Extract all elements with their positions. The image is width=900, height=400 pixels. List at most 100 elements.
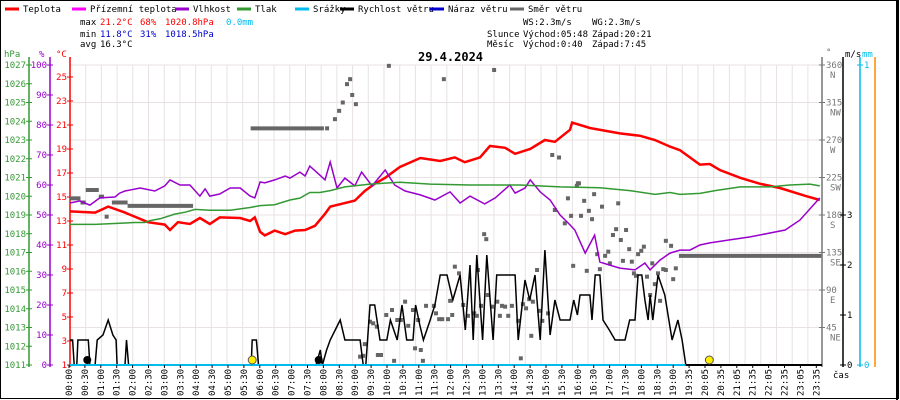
- wind-direction-point: [606, 249, 611, 254]
- wind-direction-point: [652, 282, 657, 287]
- wind-direction-point: [557, 155, 562, 160]
- hpa-tick-label: 1012: [4, 342, 26, 352]
- wind-direction-point: [634, 273, 639, 278]
- wind-direction-point: [597, 267, 602, 272]
- wind-direction-point: [492, 68, 497, 72]
- hpa-tick-label: 1018: [4, 230, 26, 240]
- time-tick-label: 12:00: [447, 369, 457, 396]
- wind-direction-point: [392, 358, 397, 363]
- ms-tick-label: 0: [847, 361, 852, 371]
- hpa-tick-label: 1027: [4, 61, 26, 71]
- wind-direction-point: [516, 318, 521, 323]
- wind-direction-point: [465, 313, 470, 318]
- moonrise-moon-icon: [83, 356, 92, 364]
- time-tick-label: 16:30: [590, 369, 600, 396]
- pct-tick-label: 100: [31, 61, 47, 71]
- stats-max-temp: 21.2°C: [100, 18, 133, 28]
- compass-label: W: [830, 146, 836, 156]
- wind-direction-point: [332, 117, 337, 122]
- wind-direction-point: [386, 63, 391, 68]
- stats-min-label: min: [80, 30, 96, 40]
- hpa-tick-label: 1022: [4, 155, 26, 165]
- series-rychlost-v-tru: [70, 249, 822, 366]
- hpa-tick-label: 1016: [4, 267, 26, 277]
- wind-direction-point: [614, 227, 619, 232]
- sunset-sun-icon: [704, 355, 714, 365]
- wind-direction-point: [340, 100, 345, 105]
- time-tick-label: 08:30: [335, 369, 345, 396]
- time-tick-label: 10:30: [399, 369, 409, 396]
- ms-axis-unit: m/s: [845, 50, 861, 60]
- temp-tick-label: 19: [56, 145, 67, 155]
- stats-avg-temp: 16.3°C: [100, 40, 133, 50]
- wind-direction-point: [584, 268, 589, 273]
- time-tick-label: 20:35: [717, 369, 727, 396]
- time-tick-label: 04:00: [192, 369, 202, 396]
- deg-tick-label: 90: [826, 286, 837, 296]
- wind-direction-point: [535, 268, 540, 272]
- wind-direction-point: [627, 247, 632, 252]
- series-teplota: [69, 121, 821, 237]
- sun-label: Slunce: [487, 30, 520, 40]
- time-tick-label: 17:30: [622, 369, 632, 396]
- wind-direction-point: [595, 252, 600, 257]
- wind-direction-point: [661, 267, 666, 272]
- sunset-time: Západ:20:21: [592, 30, 652, 40]
- wind-direction-point: [518, 356, 523, 361]
- wind-direction-point: [344, 82, 349, 87]
- time-tick-label: 17:00: [606, 369, 616, 396]
- wind-direction-point: [592, 192, 597, 197]
- mm-tick-label: 1: [864, 61, 869, 71]
- wind-direction-point: [629, 259, 634, 264]
- time-tick-label: 03:00: [160, 369, 170, 396]
- stats-max-humidity: 68%: [140, 18, 157, 28]
- time-tick-label: 15:30: [558, 369, 568, 396]
- ms-tick-label: 1: [847, 311, 852, 321]
- wind-direction-point: [479, 303, 484, 308]
- time-tick-label: 19:35: [685, 369, 695, 396]
- hpa-tick-label: 1025: [4, 99, 26, 109]
- stats-max-pressure: 1020.8hPa: [165, 18, 214, 28]
- wind-direction-point: [673, 266, 678, 271]
- temp-axis-unit: °C: [56, 50, 67, 60]
- wind-direction-point: [406, 323, 411, 328]
- time-tick-label: 07:30: [304, 369, 314, 396]
- temp-tick-label: 17: [56, 169, 67, 179]
- wind-direction-point: [452, 264, 457, 269]
- wind-direction-point: [669, 243, 674, 248]
- wind-direction-point: [424, 303, 429, 308]
- wind-gust-readout: WG:2.3m/s: [592, 18, 641, 28]
- wind-direction-point: [663, 268, 668, 272]
- temp-tick-label: 9: [62, 265, 67, 275]
- pct-tick-label: 50: [36, 211, 47, 221]
- wind-direction-point: [509, 303, 514, 308]
- wind-direction-point: [384, 313, 389, 317]
- wind-direction-point: [413, 346, 418, 351]
- moonset-moon-icon: [314, 356, 323, 364]
- time-tick-label: 11:30: [431, 369, 441, 396]
- hpa-tick-label: 1026: [4, 80, 26, 90]
- sunrise-sun-icon: [247, 355, 257, 365]
- pct-tick-label: 60: [36, 181, 47, 191]
- pct-tick-label: 40: [36, 241, 47, 251]
- deg-axis-unit: °: [826, 48, 831, 58]
- time-tick-label: 16:00: [574, 369, 584, 396]
- wind-direction-point: [624, 228, 629, 232]
- moonrise-time: Východ:0:40: [523, 40, 583, 50]
- hpa-tick-label: 1023: [4, 136, 26, 146]
- wind-direction-point: [524, 306, 529, 311]
- wind-direction-point: [599, 204, 604, 209]
- time-tick-label: 13:00: [478, 369, 488, 396]
- wind-direction-point: [374, 324, 379, 329]
- time-tick-label: 05:30: [240, 369, 250, 396]
- deg-tick-label: 315: [826, 99, 842, 109]
- temp-tick-label: 3: [62, 337, 67, 347]
- wind-direction-point: [562, 221, 567, 226]
- stats-min-temp: 11.8°C: [100, 30, 133, 40]
- time-tick-label: 21:35: [749, 369, 759, 396]
- time-tick-label: 20:05: [701, 369, 711, 396]
- wind-direction-point: [361, 353, 366, 358]
- wind-direction-point: [645, 274, 650, 279]
- hpa-tick-label: 1013: [4, 324, 26, 334]
